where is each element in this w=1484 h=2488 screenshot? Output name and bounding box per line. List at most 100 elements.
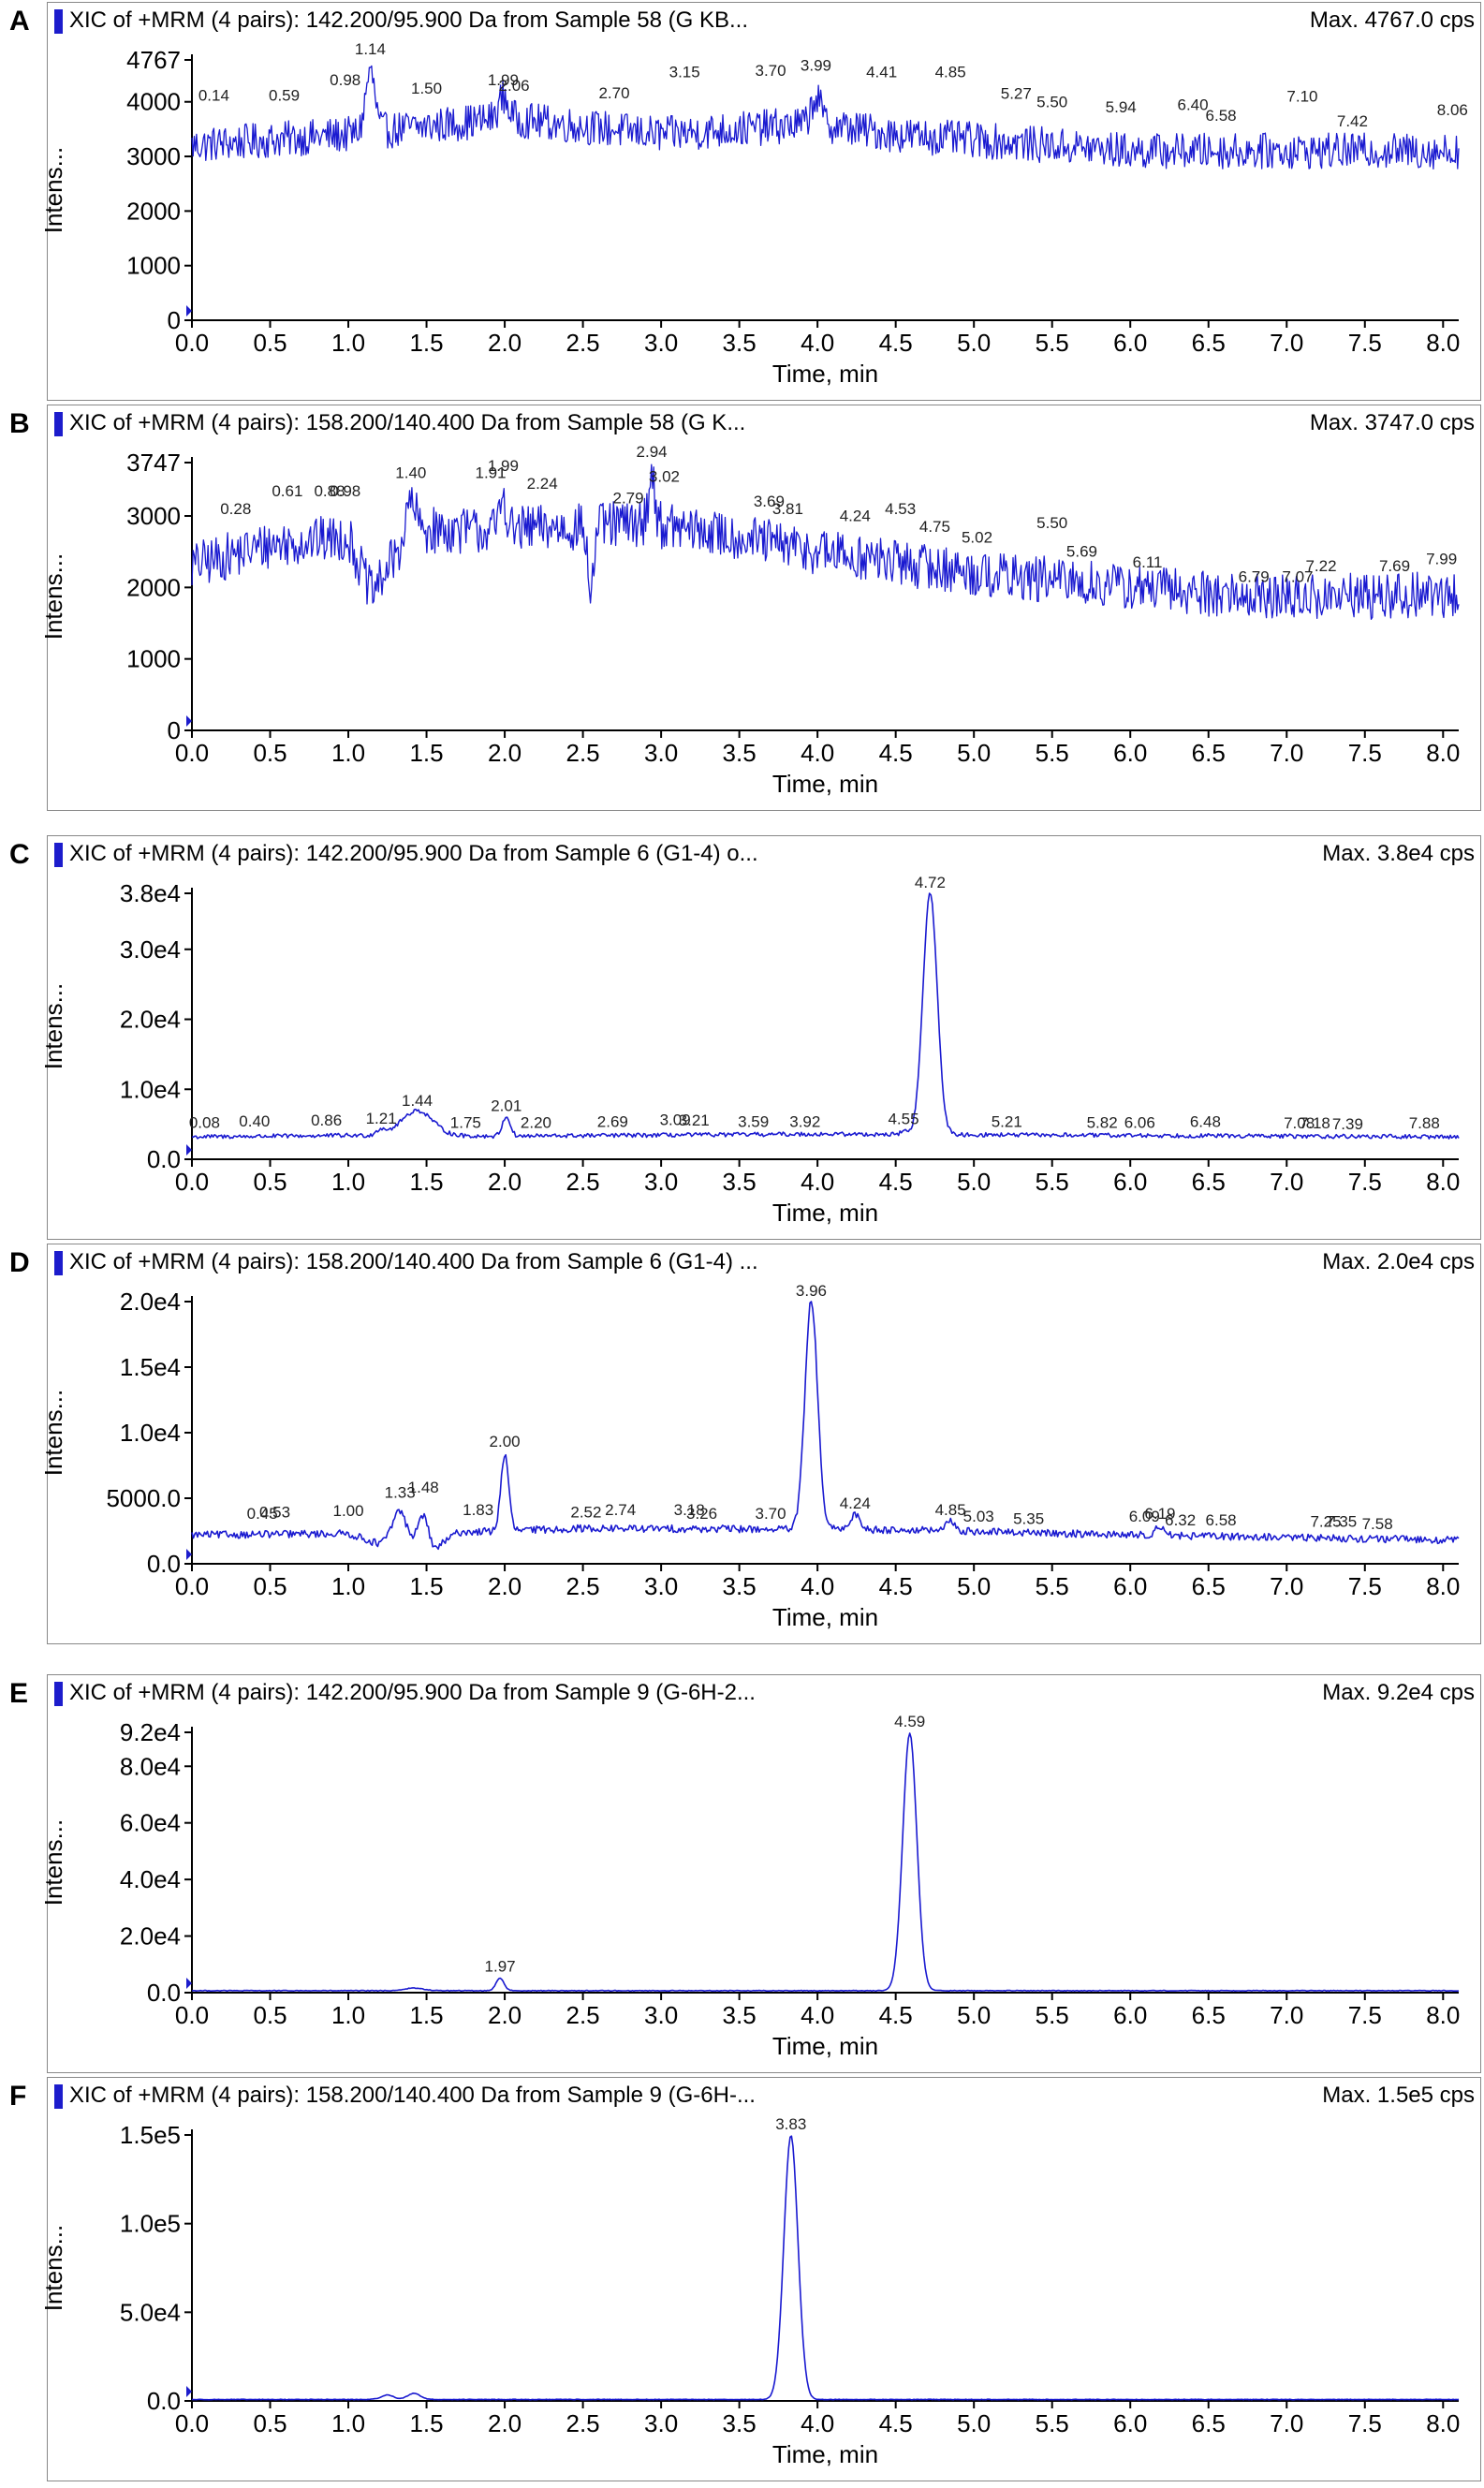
x-tick-label: 3.0 — [644, 2001, 678, 2029]
panel-frame — [47, 405, 1481, 811]
x-tick-label: 0.5 — [253, 739, 287, 767]
peak-retention-label: 2.74 — [605, 1501, 636, 1519]
x-tick-label: 0.0 — [175, 1168, 209, 1196]
y-tick-label: 3.8e4 — [120, 879, 181, 907]
y-tick-label: 1.5e4 — [120, 1353, 181, 1381]
x-tick-label: 7.5 — [1348, 329, 1382, 357]
y-axis-label: Intens... — [39, 553, 67, 640]
panel-letter: A — [9, 6, 30, 37]
peak-retention-label: 5.21 — [992, 1113, 1022, 1131]
x-tick-label: 7.0 — [1270, 1572, 1303, 1600]
chromatogram-plot: 0.0 0.5 1.0 1.5 2.0 2.5 3.0 3.5 4.0 4.5 5.0 5.5 6.0 6… — [39, 2115, 1460, 2468]
peak-retention-label: 5.82 — [1087, 1113, 1118, 1131]
x-tick-label: 2.0 — [488, 1168, 522, 1196]
x-tick-label: 3.5 — [723, 2001, 757, 2029]
peak-retention-label: 7.58 — [1362, 1515, 1393, 1533]
x-tick-label: 5.5 — [1036, 739, 1069, 767]
peak-retention-label: 4.24 — [840, 1494, 871, 1512]
x-tick-label: 5.5 — [1036, 2001, 1069, 2029]
peak-retention-label: 7.07 — [1282, 567, 1313, 585]
panel-letter: C — [9, 839, 30, 870]
peak-retention-label: 5.03 — [963, 1508, 994, 1525]
x-tick-label: 4.5 — [879, 329, 913, 357]
x-tick-label: 4.0 — [801, 2001, 834, 2029]
peak-retention-label: 0.86 — [311, 1112, 342, 1129]
chromatogram-trace — [191, 2135, 1460, 2401]
axis-origin-marker-icon — [186, 1549, 192, 1560]
peak-retention-label: 2.52 — [570, 1504, 601, 1522]
panel-letter: F — [9, 2081, 27, 2112]
x-tick-label: 7.0 — [1270, 739, 1303, 767]
peak-retention-label: 7.39 — [1332, 1115, 1363, 1133]
panel-frame — [47, 835, 1481, 1240]
x-tick-label: 3.0 — [644, 1168, 678, 1196]
x-tick-label: 7.5 — [1348, 739, 1382, 767]
x-tick-label: 6.0 — [1113, 2001, 1147, 2029]
panel-title: XIC of +MRM (4 pairs): 142.200/95.900 Da… — [69, 7, 748, 33]
peak-retention-label: 6.19 — [1144, 1505, 1175, 1523]
y-tick-label: 1.5e5 — [120, 2121, 181, 2149]
peak-retention-label: 5.69 — [1066, 543, 1097, 561]
x-tick-label: 5.5 — [1036, 1168, 1069, 1196]
axis-origin-marker-icon — [186, 1978, 192, 1989]
x-tick-label: 1.5 — [409, 1572, 443, 1600]
y-tick-label: 0.0 — [147, 2387, 181, 2415]
panel-frame — [47, 1244, 1481, 1644]
peak-retention-label: 1.91 — [475, 464, 506, 482]
x-tick-label: 4.0 — [801, 1572, 834, 1600]
x-axis-label: Time, min — [772, 360, 878, 388]
trace-color-marker — [54, 1251, 63, 1275]
x-tick-label: 8.0 — [1426, 329, 1460, 357]
x-tick-label: 2.5 — [566, 329, 600, 357]
peak-retention-label: 0.53 — [259, 1504, 290, 1522]
peak-retention-label: 5.27 — [1001, 85, 1032, 103]
panel-frame — [47, 2077, 1481, 2481]
x-tick-label: 2.5 — [566, 2001, 600, 2029]
x-tick-label: 0.5 — [253, 1572, 287, 1600]
x-tick-label: 0.0 — [175, 2409, 209, 2437]
y-tick-label: 4000 — [126, 88, 181, 116]
x-tick-label: 3.0 — [644, 739, 678, 767]
x-tick-label: 3.0 — [644, 2409, 678, 2437]
x-tick-label: 8.0 — [1426, 1168, 1460, 1196]
panel-letter: B — [9, 408, 30, 439]
x-tick-label: 2.5 — [566, 1168, 600, 1196]
panel-frame — [47, 1674, 1481, 2073]
chromatogram-panel: B XIC of +MRM (4 pairs): 158.200/140.400 … — [0, 405, 1484, 813]
x-axis-label: Time, min — [772, 770, 878, 798]
peak-retention-label: 0.61 — [272, 482, 302, 500]
x-tick-label: 3.5 — [723, 1572, 757, 1600]
chromatogram-panel: F XIC of +MRM (4 pairs): 158.200/140.400 … — [0, 2077, 1484, 2483]
peak-retention-label: 6.32 — [1165, 1511, 1196, 1529]
peak-retention-label: 3.83 — [775, 2115, 806, 2133]
y-tick-label: 1.0e5 — [120, 2210, 181, 2238]
x-tick-label: 7.0 — [1270, 1168, 1303, 1196]
axis-origin-marker-icon — [186, 1144, 192, 1156]
peak-retention-label: 0.98 — [330, 482, 360, 500]
peak-retention-label: 1.99 — [488, 71, 519, 89]
peak-retention-label: 0.59 — [269, 86, 300, 104]
peak-retention-label: 1.97 — [485, 1957, 516, 1975]
peak-retention-label: 2.00 — [490, 1433, 521, 1450]
peak-retention-label: 0.14 — [198, 86, 229, 104]
x-tick-label: 3.5 — [723, 329, 757, 357]
x-tick-label: 5.5 — [1036, 2409, 1069, 2437]
x-tick-label: 5.0 — [957, 739, 991, 767]
chromatogram-trace — [191, 65, 1460, 170]
peak-retention-label: 7.88 — [1409, 1114, 1440, 1132]
x-tick-label: 6.5 — [1192, 2001, 1226, 2029]
chromatogram-plot: 0.0 0.5 1.0 1.5 2.0 2.5 3.0 3.5 4.0 4.5 5.0 5.5 6.0 6… — [39, 40, 1468, 388]
x-tick-label: 1.5 — [409, 739, 443, 767]
peak-retention-label: 1.48 — [408, 1479, 439, 1496]
x-tick-label: 0.0 — [175, 1572, 209, 1600]
peak-retention-label: 0.08 — [189, 1113, 220, 1131]
x-tick-label: 4.0 — [801, 329, 834, 357]
peak-retention-label: 0.40 — [239, 1112, 270, 1130]
x-tick-label: 1.0 — [331, 739, 365, 767]
x-tick-label: 1.0 — [331, 1168, 365, 1196]
peak-retention-label: 6.11 — [1133, 553, 1163, 571]
x-tick-label: 7.0 — [1270, 2409, 1303, 2437]
peak-retention-label: 3.09 — [660, 1111, 691, 1128]
x-tick-label: 5.0 — [957, 1168, 991, 1196]
